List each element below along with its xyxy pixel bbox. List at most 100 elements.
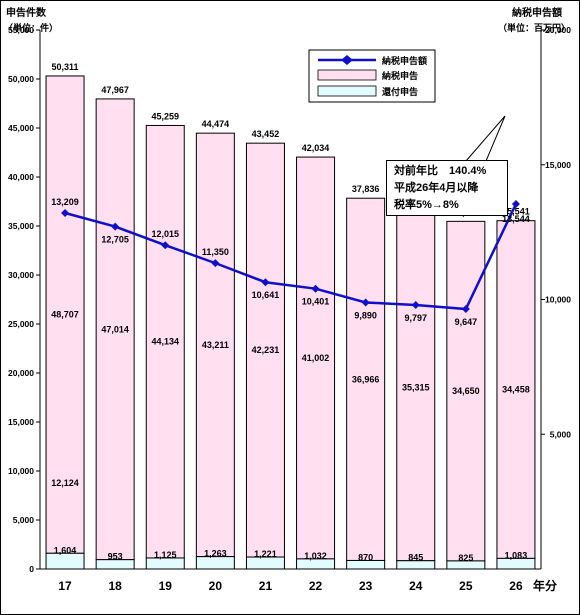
bar-cyan-value-label: 1,604: [54, 545, 77, 555]
bar-pink-value-label: 34,458: [502, 385, 530, 395]
bar-cyan-value-label: 825: [458, 553, 473, 563]
bar-total-label: 47,967: [101, 85, 129, 95]
line-point-marker: [511, 199, 520, 208]
line-point-label: 12,705: [101, 235, 129, 245]
left-axis-title: 申告件数: [6, 6, 47, 19]
x-tick-label: 18: [108, 579, 122, 593]
line-point-marker: [161, 241, 170, 250]
bar-total-label: 44,474: [202, 119, 230, 129]
bar-pink-segment: [496, 220, 536, 559]
bar-pink-value-label: 36,966: [352, 374, 380, 384]
bar-cyan-segment: [45, 552, 85, 570]
bar-cyan-value-label: 1,263: [204, 549, 227, 559]
legend-diamond-marker: [341, 55, 353, 65]
bar-total-label: 35,541: [502, 207, 530, 217]
bar-pink-segment: [296, 156, 336, 560]
bar-total-label: 43,452: [252, 129, 280, 139]
x-tick-label: 23: [359, 579, 373, 593]
left-tick-label: 10,000: [8, 466, 34, 476]
bar-pink-value-label: 48,707: [51, 310, 79, 320]
line-series-path: [64, 203, 518, 311]
callout-line-3: 税率5%→8%: [394, 199, 459, 211]
bar-cyan-segment: [346, 559, 386, 570]
line-point-label: 12,015: [151, 229, 179, 239]
bar-cyan-segment: [145, 557, 185, 570]
right-tick-label: 10,000: [545, 295, 571, 305]
left-tick-label: 20,000: [8, 368, 34, 378]
right-tick-label: 5,000: [550, 429, 572, 439]
x-tick-label: 24: [409, 579, 423, 593]
left-tick-label: 45,000: [8, 123, 34, 133]
x-tick-label: 21: [259, 579, 273, 593]
line-point-label: 9,797: [404, 313, 427, 323]
x-tick-label: 25: [459, 579, 473, 593]
left-tick-label: 50,000: [8, 74, 34, 84]
bar-pink-segment: [195, 132, 235, 558]
line-point-label: 13,544: [502, 214, 530, 224]
left-tick-label: 30,000: [8, 270, 34, 280]
right-tick-label: 15,000: [545, 160, 571, 170]
bar-pink-value-label: 43,211: [202, 340, 229, 350]
right-axis-ticks: 5,000 10,000 15,000 20,000: [541, 25, 571, 439]
bar-pink-segment: [45, 75, 85, 554]
bar-cyan-segment: [245, 556, 285, 570]
bar-cyan-value-label: 1,032: [304, 551, 327, 561]
bar-extra-label: 12,124: [51, 478, 79, 488]
left-tick-label: 55,000: [8, 25, 34, 35]
legend-pink-swatch: [317, 69, 377, 81]
bar-pink-segment: [346, 197, 386, 561]
line-point-marker: [461, 305, 470, 314]
bar-cyan-segment: [296, 558, 336, 570]
bar-cyan-segment: [496, 557, 536, 570]
bar-cyan-value-label: 1,125: [154, 550, 177, 560]
bar-pink-value-label: 47,014: [101, 324, 129, 334]
bar-cyan-value-label: 870: [358, 552, 373, 562]
callout-line-2: 平成26年4月以降: [394, 182, 479, 194]
bar-pink-segment: [95, 98, 135, 561]
bar-pink-segment: [446, 220, 486, 562]
bar-pink-value-label: 34,650: [452, 386, 480, 396]
line-point-label: 10,641: [252, 290, 280, 300]
x-tick-label: 20: [209, 579, 223, 593]
line-point-label: 9,890: [354, 310, 377, 320]
bar-cyan-value-label: 1,083: [505, 550, 528, 560]
bar-pink-value-label: 35,315: [402, 383, 430, 393]
legend-cyan-label: 還付申告: [382, 86, 418, 97]
bar-pink-value-label: 42,231: [252, 345, 280, 355]
line-point-label: 9,647: [455, 317, 478, 327]
bar-total-label: 42,034: [302, 143, 330, 153]
left-tick-label: 0: [29, 564, 34, 574]
bar-cyan-value-label: 1,221: [254, 549, 277, 559]
legend-line-label: 納税申告額: [382, 55, 427, 66]
legend-cyan-swatch: [317, 85, 377, 97]
line-point-marker: [411, 300, 420, 309]
bar-pink-value-label: 41,002: [302, 353, 330, 363]
legend: 納税申告額 納税申告 還付申告: [308, 49, 436, 103]
line-point-label: 10,401: [302, 297, 330, 307]
line-point-marker: [261, 278, 270, 287]
bar-cyan-segment: [195, 556, 235, 570]
left-tick-label: 35,000: [8, 221, 34, 231]
bar-cyan-segment: [396, 560, 436, 570]
legend-pink-label: 納税申告: [382, 70, 418, 81]
x-tick-label: 26: [509, 579, 523, 593]
left-axis-unit: （単位：件）: [4, 22, 58, 33]
bars-group: [45, 75, 536, 570]
bar-pink-value-label: 44,134: [151, 337, 179, 347]
x-tick-label: 17: [58, 579, 72, 593]
right-axis-title: 納税申告額: [512, 6, 562, 19]
bar-pink-segment: [245, 142, 285, 558]
x-tick-label: 22: [309, 579, 323, 593]
callout-line-1: 対前年比 140.4%: [394, 165, 487, 177]
x-axis-ticks: 17 18 19 20 21 22 23 24 25 26: [58, 579, 523, 593]
left-tick-label: 25,000: [8, 319, 34, 329]
bar-total-label: 45,259: [151, 111, 179, 121]
line-point-marker: [61, 209, 70, 218]
bar-cyan-segment: [446, 560, 486, 570]
line-series-group: 13,209 12,705 12,015 11,350 10,641 10,401 9,89…: [51, 197, 529, 327]
line-point-label: 11,350: [202, 247, 229, 257]
left-tick-label: 5,000: [13, 515, 35, 525]
line-point-marker: [361, 298, 370, 307]
left-tick-label: 40,000: [8, 172, 34, 182]
right-tick-label: 20,000: [545, 25, 571, 35]
